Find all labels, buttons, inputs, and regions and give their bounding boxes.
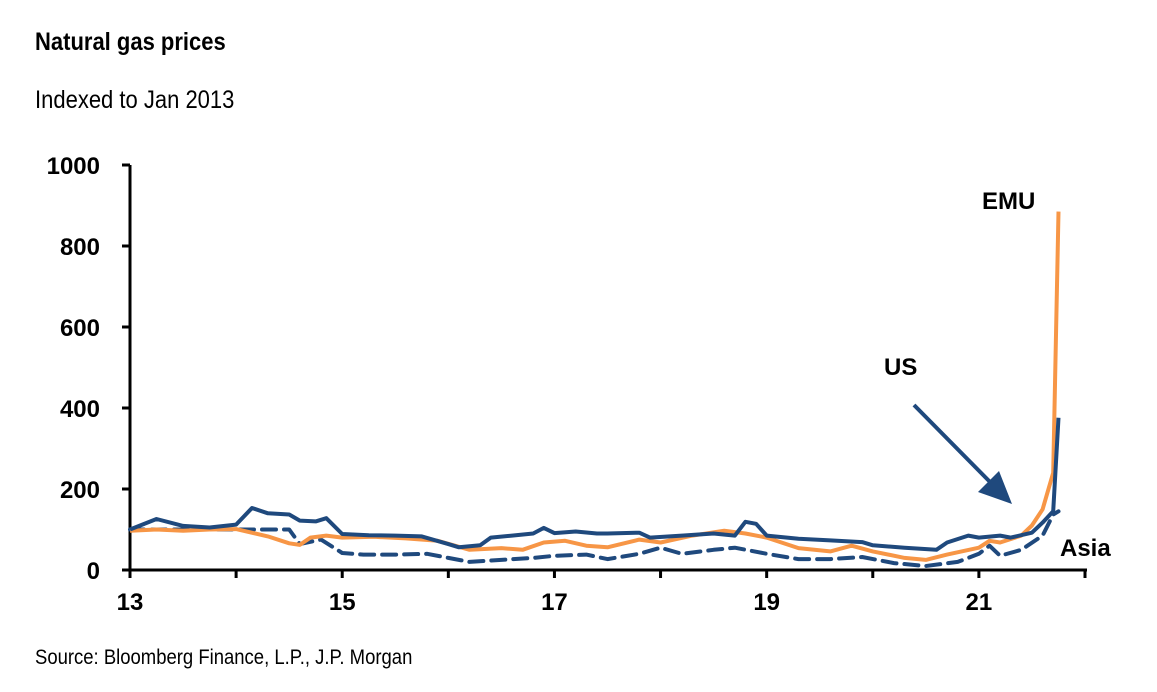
- chart-title: Natural gas prices: [35, 28, 226, 56]
- label-emu: EMU: [982, 188, 1035, 215]
- x-tick-label: 17: [541, 589, 568, 616]
- y-tick-label: 800: [60, 234, 100, 261]
- x-tick-label: 15: [329, 589, 356, 616]
- x-tick-label: 19: [753, 589, 780, 616]
- us-arrow-line: [912, 403, 997, 489]
- chart-source: Source: Bloomberg Finance, L.P., J.P. Mo…: [35, 646, 413, 669]
- label-asia: Asia: [1060, 535, 1111, 562]
- series-lines: [128, 211, 1061, 568]
- series-emu-line: [129, 211, 1061, 562]
- y-tick-label: 600: [60, 315, 100, 342]
- x-tick-label: 13: [117, 589, 144, 616]
- y-tick-label: 200: [60, 477, 100, 504]
- label-us: US: [884, 354, 917, 381]
- series-us-line: [129, 417, 1061, 552]
- x-tick-label: 21: [966, 589, 993, 616]
- axes: 0 200 400 600 800 1000 13 15 17 19 21: [47, 153, 1087, 616]
- y-tick-label: 400: [60, 396, 100, 423]
- y-tick-label: 0: [87, 558, 100, 585]
- us-arrow-head: [978, 471, 1012, 504]
- y-tick-label: 1000: [47, 153, 100, 180]
- chart-subtitle: Indexed to Jan 2013: [35, 86, 235, 114]
- series-asia-line: [128, 509, 1061, 568]
- annotations: EMU US Asia: [884, 188, 1111, 562]
